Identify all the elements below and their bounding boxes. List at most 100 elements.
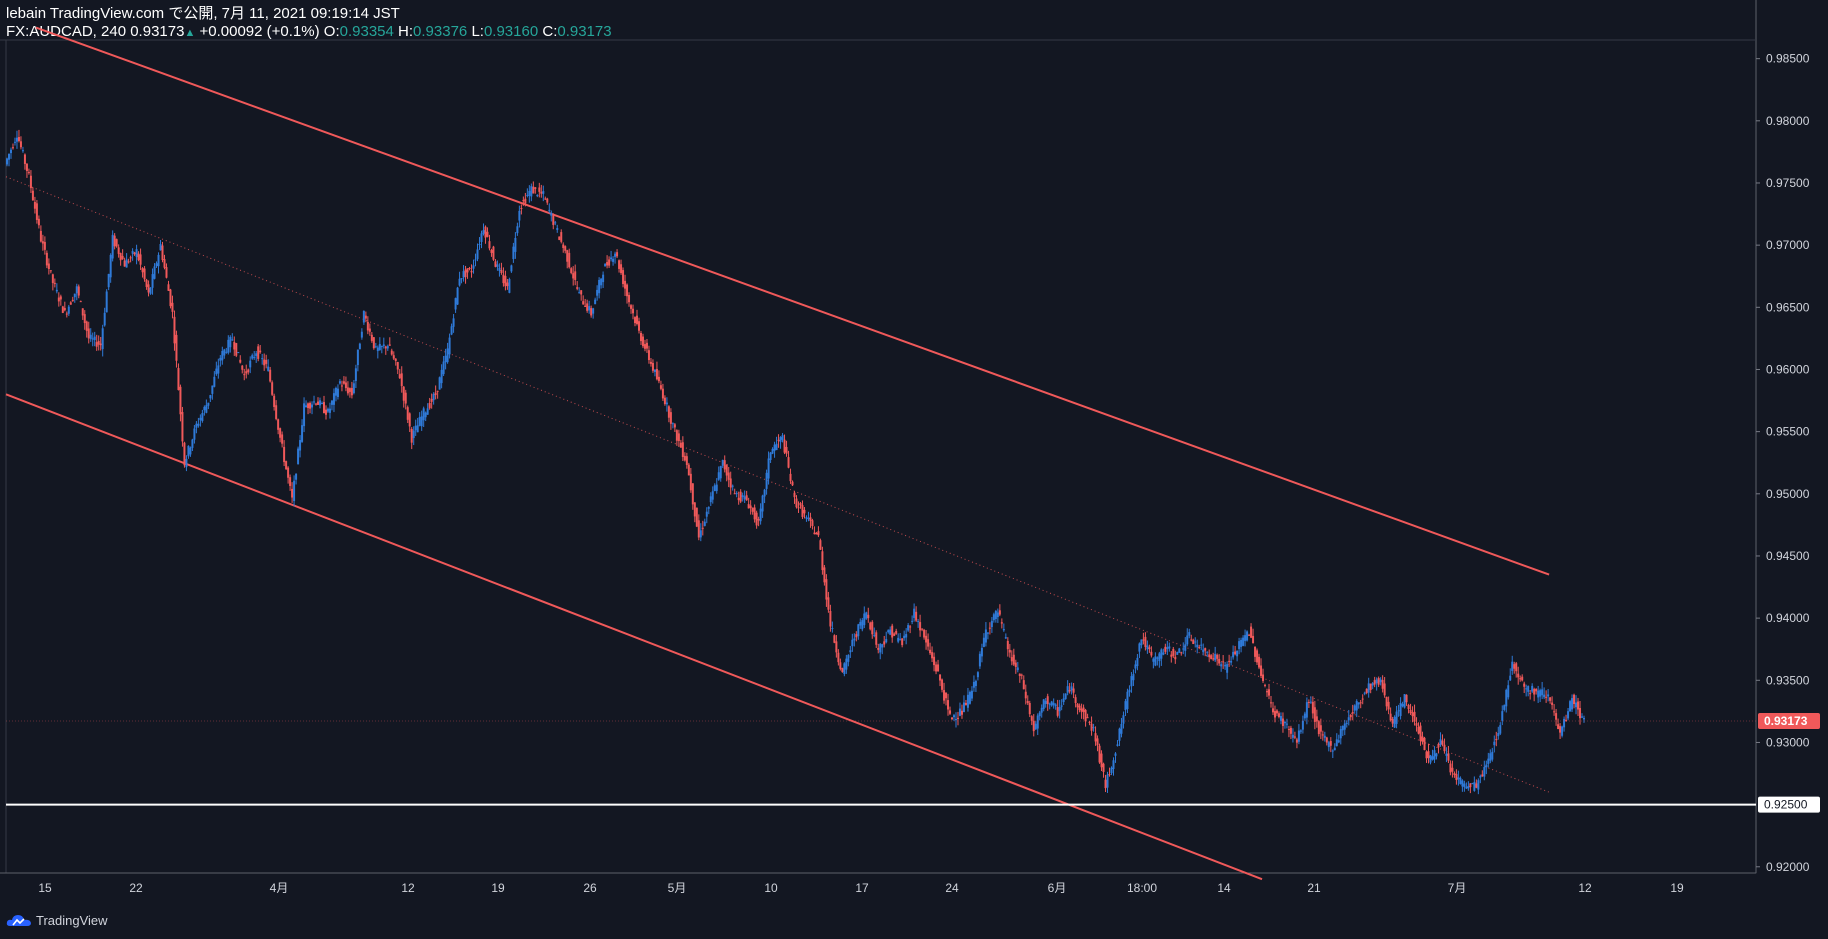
candle-body bbox=[823, 567, 826, 583]
candle-body bbox=[153, 266, 156, 279]
x-tick-label: 15 bbox=[38, 881, 52, 895]
candle-body bbox=[1423, 737, 1426, 751]
candle-body bbox=[1230, 660, 1233, 663]
candle-body bbox=[534, 187, 537, 189]
candle-body bbox=[1118, 728, 1121, 741]
candle-body bbox=[643, 344, 646, 349]
candle-body bbox=[1445, 753, 1448, 756]
candle-body bbox=[727, 472, 730, 480]
candle-body bbox=[247, 369, 250, 373]
candle-body bbox=[1425, 751, 1428, 759]
candle-body bbox=[972, 681, 975, 688]
candle-body bbox=[1120, 723, 1123, 734]
candle-body bbox=[432, 394, 435, 401]
candle-body bbox=[1180, 652, 1183, 654]
candle-body bbox=[1411, 712, 1414, 717]
candle-body bbox=[205, 405, 208, 413]
candle-body bbox=[765, 472, 768, 489]
candle-body bbox=[1573, 694, 1576, 705]
candle-body bbox=[5, 158, 8, 165]
candle-body bbox=[873, 634, 876, 636]
candle-body bbox=[923, 629, 926, 638]
candle-body bbox=[1383, 683, 1386, 696]
candle-body bbox=[173, 316, 176, 344]
candle-body bbox=[919, 622, 922, 631]
candle-body bbox=[815, 532, 818, 535]
candle-body bbox=[1329, 741, 1332, 746]
y-tick-label: 0.94000 bbox=[1766, 611, 1810, 625]
candle-body bbox=[157, 254, 160, 267]
candle-body bbox=[1008, 649, 1011, 653]
candle-body bbox=[1387, 701, 1390, 710]
candle-body bbox=[759, 508, 762, 522]
candle-body bbox=[974, 680, 977, 687]
candle-body bbox=[689, 473, 692, 491]
candle-body bbox=[767, 458, 770, 479]
candle-body bbox=[305, 405, 308, 408]
candle-body bbox=[711, 491, 714, 500]
candle-body bbox=[428, 402, 431, 409]
candle-body bbox=[1515, 663, 1518, 672]
candle-body bbox=[1076, 703, 1079, 708]
candle-body bbox=[821, 551, 824, 571]
candle-body bbox=[151, 274, 154, 288]
candle-body bbox=[426, 408, 429, 415]
candle-body bbox=[129, 257, 132, 259]
candle-body bbox=[1583, 718, 1586, 720]
candle-body bbox=[1104, 779, 1107, 789]
candle-body bbox=[1327, 742, 1330, 748]
candle-body bbox=[568, 252, 571, 268]
candle-body bbox=[1188, 632, 1191, 636]
x-tick-label: 24 bbox=[945, 881, 959, 895]
candle-body bbox=[1349, 714, 1352, 718]
candle-body bbox=[1557, 724, 1560, 730]
tradingview-logo[interactable]: TradingView bbox=[6, 912, 108, 928]
candle-body bbox=[117, 247, 120, 254]
candle-body bbox=[107, 274, 110, 288]
candle-body bbox=[360, 331, 363, 338]
candle-body bbox=[731, 485, 734, 487]
candle-body bbox=[1182, 648, 1185, 650]
candle-body bbox=[811, 520, 814, 527]
candle-body bbox=[1449, 763, 1452, 773]
candle-body bbox=[612, 258, 615, 262]
candle-body bbox=[446, 348, 449, 363]
candle-body bbox=[651, 362, 654, 371]
brand-label: TradingView bbox=[36, 912, 108, 928]
candle-body bbox=[1220, 664, 1223, 667]
candle-body bbox=[326, 408, 329, 412]
candle-body bbox=[994, 610, 997, 620]
high-value: 0.93376 bbox=[413, 23, 468, 40]
candle-body bbox=[1084, 709, 1087, 722]
candle-body bbox=[877, 647, 880, 650]
candle-body bbox=[1451, 767, 1454, 772]
candle-body bbox=[903, 635, 906, 639]
candle-body bbox=[817, 531, 820, 536]
candle-body bbox=[1130, 676, 1133, 687]
candle-body bbox=[988, 627, 991, 629]
candle-body bbox=[1250, 626, 1253, 638]
candle-body bbox=[506, 282, 509, 287]
candle-body bbox=[251, 355, 254, 359]
candle-body bbox=[1060, 705, 1063, 707]
candle-body bbox=[159, 244, 162, 251]
candle-body bbox=[328, 408, 331, 413]
candle-body bbox=[261, 358, 264, 360]
candle-body bbox=[1343, 723, 1346, 730]
candle-body bbox=[604, 263, 607, 267]
candle-body bbox=[1391, 719, 1394, 724]
open-label: O: bbox=[323, 23, 340, 40]
y-tick-label: 0.95000 bbox=[1766, 487, 1810, 501]
candle-body bbox=[980, 647, 983, 657]
candle-body bbox=[1531, 685, 1534, 692]
candle-body bbox=[1264, 684, 1267, 686]
candle-body bbox=[1471, 783, 1474, 785]
candle-body bbox=[927, 639, 930, 647]
symbol-info: FX:AUDCAD, 240 0.93173▲ +0.00092 (+0.1%)… bbox=[6, 23, 612, 42]
candle-body bbox=[602, 274, 605, 283]
candle-body bbox=[1052, 702, 1055, 706]
candle-body bbox=[526, 194, 529, 196]
candle-body bbox=[833, 635, 836, 643]
candle-body bbox=[996, 612, 999, 618]
